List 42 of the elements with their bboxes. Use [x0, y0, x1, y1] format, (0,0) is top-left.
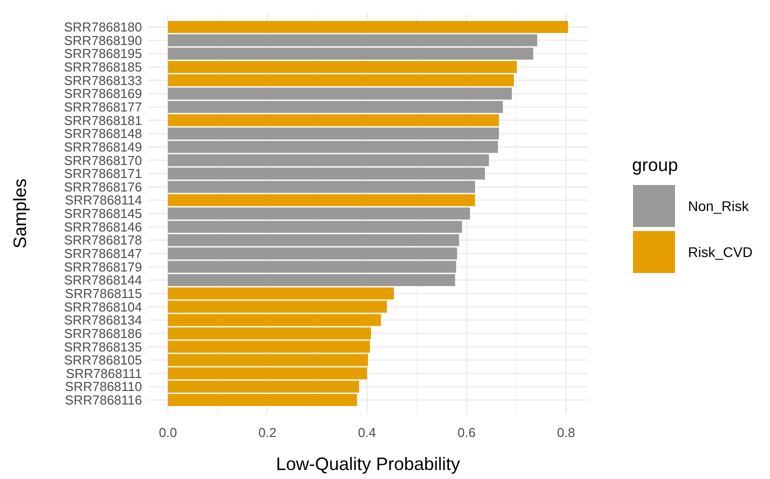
y-tick-label: SRR7868115	[64, 286, 142, 301]
x-tick-label: 0.0	[158, 425, 177, 440]
y-tick-label: SRR7868145	[64, 206, 142, 222]
legend-title: group	[632, 155, 678, 175]
y-tick-label: SRR7868133	[64, 72, 142, 88]
y-tick-label: SRR7868148	[64, 126, 142, 142]
y-tick-label: SRR7868147	[64, 246, 142, 262]
y-tick-label: SRR7868111	[66, 366, 142, 381]
y-tick-label: SRR7868179	[64, 259, 142, 274]
y-tick-label: SRR7868105	[64, 352, 142, 368]
x-tick-label: 0.8	[557, 425, 576, 440]
y-tick-label: SRR7868104	[64, 299, 142, 314]
y-tick-label: SRR7868135	[64, 339, 142, 354]
y-tick-label: SRR7868114	[64, 192, 142, 208]
y-tick-label: SRR7868195	[64, 46, 142, 62]
x-axis-title: Low-Quality Probability	[276, 454, 460, 474]
y-tick-label: SRR7868134	[64, 312, 142, 328]
bar	[168, 20, 568, 33]
y-tick-label: SRR7868144	[64, 272, 142, 288]
x-tick-label: 0.2	[258, 425, 276, 440]
y-tick-label: SRR7868170	[64, 152, 142, 168]
x-tick-label: 0.6	[458, 425, 476, 440]
y-tick-label: SRR7868171	[64, 166, 142, 182]
y-tick-label: SRR7868169	[64, 86, 142, 102]
x-tick-label: 0.4	[358, 425, 376, 440]
y-tick-label: SRR7868176	[64, 179, 142, 194]
y-tick-label: SRR7868190	[64, 32, 142, 48]
text: Risk_CVD	[688, 244, 753, 260]
y-tick-label: SRR7868185	[64, 60, 142, 75]
y-tick-label: SRR7868116	[64, 392, 142, 408]
text: Non_Risk	[688, 198, 750, 214]
y-tick-label: SRR7868178	[64, 232, 142, 248]
y-tick-label: SRR7868177	[64, 99, 142, 114]
y-tick-label: SRR7868110	[64, 379, 142, 394]
y-tick-label: SRR7868149	[64, 139, 142, 154]
y-tick-label: SRR7868186	[64, 326, 142, 341]
y-tick-label: SRR7868180	[64, 20, 142, 35]
bar	[168, 114, 499, 126]
y-axis-title: Samples	[10, 178, 30, 249]
bar	[168, 194, 476, 206]
y-tick-label: SRR7868146	[64, 219, 142, 234]
y-tick-label: SRR7868181	[64, 112, 142, 128]
